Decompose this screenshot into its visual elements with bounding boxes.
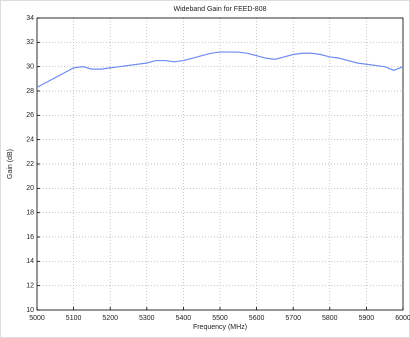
y-tick-label: 28 <box>26 88 34 95</box>
plot-frame <box>36 17 404 311</box>
x-tick-label: 5800 <box>322 315 338 322</box>
y-tick-label: 16 <box>26 234 34 241</box>
y-axis-label: Gain (dB) <box>7 149 14 179</box>
y-tick-label: 14 <box>26 258 34 265</box>
y-tick-label: 22 <box>26 161 34 168</box>
y-tick-label: 24 <box>26 137 34 144</box>
y-tick-label: 20 <box>26 185 34 192</box>
x-tick-label: 5700 <box>285 315 301 322</box>
y-tick-label: 34 <box>26 15 34 22</box>
x-tick-label: 5100 <box>66 315 82 322</box>
y-tick-label: 12 <box>26 283 34 290</box>
y-tick-label: 30 <box>26 64 34 71</box>
y-tick-label: 18 <box>26 210 34 217</box>
chart-title: Wideband Gain for FEED-808 <box>174 6 267 13</box>
y-tick-label: 10 <box>26 307 34 314</box>
x-tick-label: 6000 <box>395 315 410 322</box>
y-tick-label: 32 <box>26 39 34 46</box>
x-axis-label: Frequency (MHz) <box>193 324 247 331</box>
x-tick-label: 5300 <box>139 315 155 322</box>
x-tick-label: 5200 <box>102 315 118 322</box>
y-tick-label: 26 <box>26 112 34 119</box>
x-tick-label: 5000 <box>29 315 45 322</box>
data-line <box>36 51 404 88</box>
x-tick-label: 5600 <box>249 315 265 322</box>
x-tick-label: 5500 <box>212 315 228 322</box>
x-tick-label: 5400 <box>176 315 192 322</box>
x-tick-label: 5900 <box>359 315 375 322</box>
